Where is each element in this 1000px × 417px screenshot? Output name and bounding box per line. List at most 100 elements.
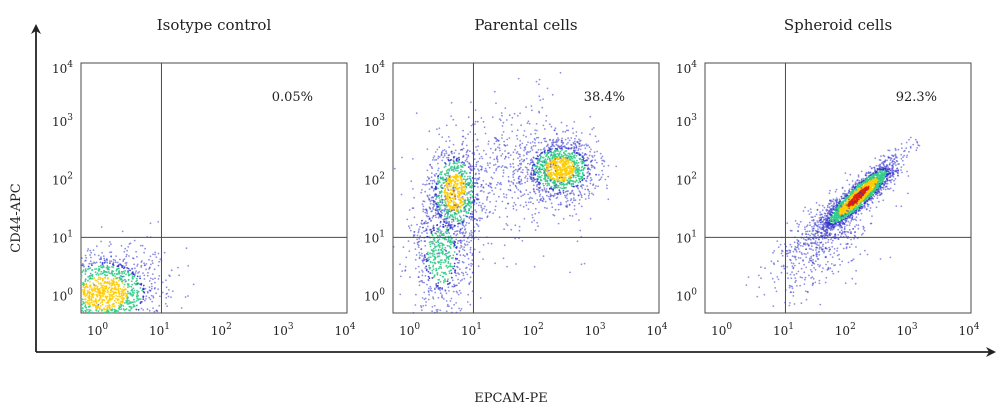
event-dot [434, 258, 436, 260]
event-dot [438, 297, 440, 299]
event-dot [476, 149, 478, 151]
event-dot [513, 170, 515, 172]
event-dot [105, 275, 107, 277]
event-dot [124, 284, 126, 286]
event-dot [118, 292, 120, 294]
event-dot [433, 250, 435, 252]
event-dot [527, 122, 529, 124]
event-dot [510, 163, 512, 165]
event-dot [495, 102, 497, 104]
event-dot [440, 214, 442, 216]
event-dot [451, 307, 453, 309]
event-dot [134, 282, 136, 284]
event-dot [154, 311, 156, 313]
event-dot [453, 152, 455, 154]
event-dot [464, 176, 466, 178]
event-dot [131, 295, 133, 297]
event-dot [120, 302, 122, 304]
event-dot [428, 256, 430, 258]
event-dot [440, 266, 442, 268]
event-dot [136, 265, 138, 267]
event-dot [551, 195, 553, 197]
event-dot [526, 204, 528, 206]
event-dot [833, 198, 835, 200]
event-dot [507, 224, 509, 226]
event-dot [447, 216, 449, 218]
event-dot [470, 197, 472, 199]
event-dot [150, 278, 152, 280]
event-dot [476, 162, 478, 164]
event-dot [430, 246, 432, 248]
event-dot [109, 309, 111, 311]
event-dot [91, 269, 93, 271]
event-dot [118, 280, 120, 282]
event-dot [424, 240, 426, 242]
event-dot [590, 180, 592, 182]
event-dot [124, 266, 126, 268]
event-dot [114, 305, 116, 307]
event-dot [600, 153, 602, 155]
event-dot [428, 197, 430, 199]
event-dot [912, 144, 914, 146]
event-dot [534, 173, 536, 175]
event-dot [576, 155, 578, 157]
event-dot [525, 106, 527, 108]
event-dot [431, 186, 433, 188]
event-dot [516, 187, 518, 189]
event-dot [444, 196, 446, 198]
event-dot [486, 199, 488, 201]
event-dot [437, 242, 439, 244]
event-dot [474, 133, 476, 135]
event-dot [468, 192, 470, 194]
event-dot [144, 264, 146, 266]
event-dot [451, 272, 453, 274]
event-dot [465, 209, 467, 211]
event-dot [434, 181, 436, 183]
event-dot [586, 172, 588, 174]
event-dot [513, 208, 515, 210]
event-dot [424, 201, 426, 203]
event-dot [577, 153, 579, 155]
event-dot [475, 174, 477, 176]
event-dot [113, 312, 115, 314]
event-dot [427, 170, 429, 172]
event-dot [115, 292, 117, 294]
event-dot [586, 159, 588, 161]
event-dot [401, 194, 403, 196]
event-dot [444, 155, 446, 157]
event-dot [412, 158, 414, 160]
event-dot [118, 264, 120, 266]
event-dot [566, 160, 568, 162]
event-dot [535, 229, 537, 231]
event-dot [400, 276, 402, 278]
event-dot [115, 261, 117, 263]
event-dot [104, 277, 106, 279]
event-dot [569, 159, 571, 161]
event-dot [538, 187, 540, 189]
event-dot [421, 189, 423, 191]
event-dot [446, 172, 448, 174]
event-dot [436, 224, 438, 226]
event-dot [103, 258, 105, 260]
event-dot [137, 264, 139, 266]
event-dot [423, 230, 425, 232]
event-dot [445, 150, 447, 152]
event-dot [451, 166, 453, 168]
event-dot [526, 144, 528, 146]
event-dot [421, 220, 423, 222]
event-dot [575, 213, 577, 215]
event-dot [548, 196, 550, 198]
event-dot [444, 188, 446, 190]
event-dot [569, 272, 571, 274]
event-dot [116, 273, 118, 275]
event-dot [510, 190, 512, 192]
event-dot [151, 260, 153, 262]
event-dot [447, 262, 449, 264]
event-dot [124, 248, 126, 250]
event-dot [157, 310, 159, 312]
event-dot [530, 201, 532, 203]
event-dot [545, 120, 547, 122]
event-dot [527, 178, 529, 180]
event-dot [494, 262, 496, 264]
event-dot [570, 177, 572, 179]
